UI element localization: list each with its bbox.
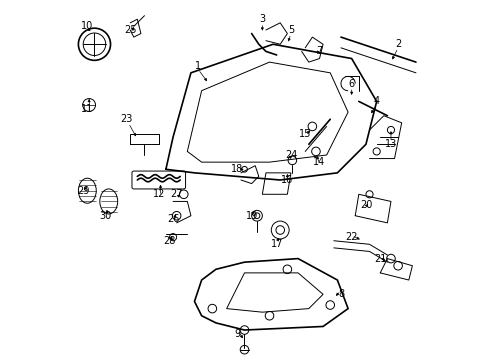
- Text: 6: 6: [348, 78, 354, 89]
- Text: 5: 5: [287, 25, 293, 35]
- Text: 26: 26: [166, 214, 179, 224]
- Text: 16: 16: [281, 175, 293, 185]
- Text: 4: 4: [373, 96, 379, 107]
- Text: 2: 2: [394, 39, 401, 49]
- Text: 28: 28: [163, 236, 175, 246]
- Text: 25: 25: [123, 25, 136, 35]
- Text: 20: 20: [359, 200, 371, 210]
- Text: 9: 9: [234, 329, 240, 339]
- Text: 21: 21: [373, 253, 386, 264]
- Text: 22: 22: [345, 232, 357, 242]
- Text: 14: 14: [313, 157, 325, 167]
- Text: 12: 12: [152, 189, 164, 199]
- Text: 17: 17: [270, 239, 282, 249]
- Text: 15: 15: [299, 129, 311, 139]
- Text: 13: 13: [384, 139, 396, 149]
- Text: 19: 19: [245, 211, 257, 221]
- Text: 3: 3: [259, 14, 265, 24]
- Text: 1: 1: [195, 61, 201, 71]
- Text: 11: 11: [81, 104, 93, 113]
- Text: 7: 7: [316, 46, 322, 57]
- Text: 24: 24: [284, 150, 297, 160]
- Text: 29: 29: [78, 186, 90, 196]
- Text: 23: 23: [120, 114, 133, 124]
- Text: 27: 27: [170, 189, 183, 199]
- Text: 8: 8: [337, 289, 344, 299]
- Text: 30: 30: [99, 211, 111, 221]
- Text: 10: 10: [81, 21, 93, 31]
- Text: 18: 18: [231, 164, 243, 174]
